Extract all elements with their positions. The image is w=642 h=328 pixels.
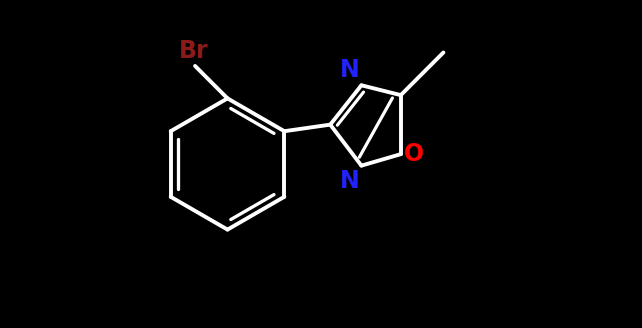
Text: N: N: [340, 58, 360, 82]
Text: N: N: [340, 169, 360, 193]
Text: Br: Br: [178, 39, 208, 63]
Text: O: O: [404, 142, 424, 166]
